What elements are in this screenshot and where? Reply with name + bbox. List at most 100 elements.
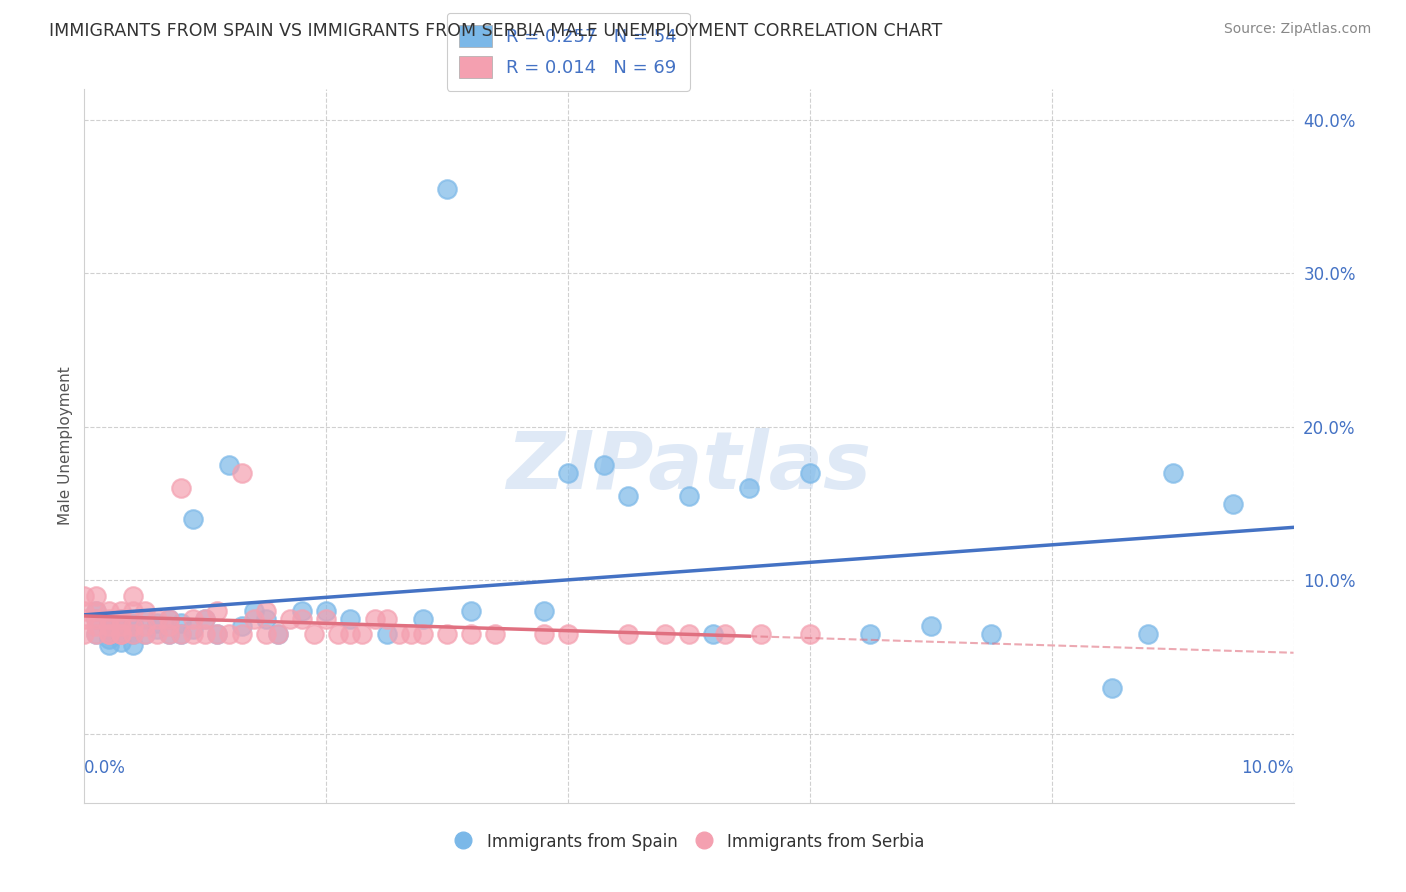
Point [375, 612, 398, 626]
Point [375, 627, 398, 641]
Point [436, 627, 458, 641]
Point [218, 458, 240, 473]
Point [110, 627, 132, 641]
Text: Source: ZipAtlas.com: Source: ZipAtlas.com [1223, 22, 1371, 37]
Point [267, 627, 290, 641]
Point [73, 589, 96, 603]
Point [714, 627, 737, 641]
Point [388, 627, 411, 641]
Point [157, 619, 180, 633]
Point [97, 604, 120, 618]
Point [97, 623, 120, 637]
Point [315, 604, 337, 618]
Point [920, 619, 942, 633]
Point [97, 627, 120, 641]
Point [110, 619, 132, 633]
Point [654, 627, 676, 641]
Point [86, 604, 108, 618]
Point [460, 627, 482, 641]
Point [533, 627, 555, 641]
Point [86, 589, 108, 603]
Point [121, 619, 143, 633]
Point [980, 627, 1002, 641]
Point [207, 627, 229, 641]
Point [110, 634, 132, 648]
Point [617, 489, 640, 503]
Point [146, 616, 169, 631]
Point [799, 466, 821, 480]
Point [302, 627, 325, 641]
Point [363, 612, 385, 626]
Point [73, 604, 96, 618]
Point [157, 627, 180, 641]
Point [557, 627, 579, 641]
Point [110, 612, 132, 626]
Point [1222, 497, 1244, 511]
Point [678, 489, 700, 503]
Point [194, 612, 217, 626]
Point [751, 627, 773, 641]
Text: 0.0%: 0.0% [84, 759, 127, 777]
Point [412, 627, 434, 641]
Point [242, 612, 264, 626]
Point [231, 466, 253, 480]
Point [170, 481, 193, 495]
Point [110, 627, 132, 641]
Point [121, 604, 143, 618]
Point [73, 612, 96, 626]
Point [254, 612, 277, 626]
Point [121, 619, 143, 633]
Point [97, 612, 120, 626]
Point [86, 619, 108, 633]
Point [170, 616, 193, 631]
Point [121, 627, 143, 641]
Point [97, 619, 120, 633]
Point [110, 619, 132, 633]
Point [170, 627, 193, 641]
Point [157, 612, 180, 626]
Point [157, 612, 180, 626]
Point [73, 627, 96, 641]
Point [339, 627, 361, 641]
Legend: Immigrants from Spain, Immigrants from Serbia: Immigrants from Spain, Immigrants from S… [447, 825, 931, 859]
Point [97, 632, 120, 646]
Point [97, 627, 120, 641]
Point [678, 627, 700, 641]
Point [134, 627, 156, 641]
Point [1137, 627, 1160, 641]
Point [291, 612, 314, 626]
Point [412, 612, 434, 626]
Text: IMMIGRANTS FROM SPAIN VS IMMIGRANTS FROM SERBIA MALE UNEMPLOYMENT CORRELATION CH: IMMIGRANTS FROM SPAIN VS IMMIGRANTS FROM… [49, 22, 942, 40]
Point [533, 604, 555, 618]
Point [110, 627, 132, 641]
Point [86, 612, 108, 626]
Point [110, 604, 132, 618]
Point [207, 627, 229, 641]
Point [557, 466, 579, 480]
Text: ZIPatlas: ZIPatlas [506, 428, 872, 507]
Point [218, 627, 240, 641]
Point [339, 612, 361, 626]
Point [207, 604, 229, 618]
Point [86, 627, 108, 641]
Point [181, 612, 204, 626]
Text: 10.0%: 10.0% [1241, 759, 1294, 777]
Point [146, 627, 169, 641]
Point [617, 627, 640, 641]
Point [121, 589, 143, 603]
Point [352, 627, 374, 641]
Point [121, 616, 143, 631]
Point [799, 627, 821, 641]
Point [436, 182, 458, 196]
Point [1101, 681, 1123, 695]
Point [181, 627, 204, 641]
Point [121, 627, 143, 641]
Point [181, 623, 204, 637]
Point [254, 604, 277, 618]
Point [134, 627, 156, 641]
Point [484, 627, 506, 641]
Point [86, 627, 108, 641]
Point [242, 604, 264, 618]
Point [315, 612, 337, 626]
Point [121, 638, 143, 652]
